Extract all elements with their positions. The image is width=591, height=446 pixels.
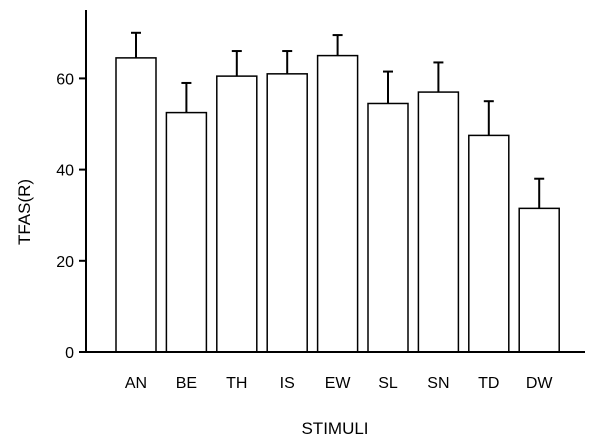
x-tick-label: BE: [176, 375, 197, 392]
y-tick-label: 20: [56, 254, 74, 271]
x-tick-label: SL: [378, 375, 398, 392]
x-tick-label: IS: [280, 375, 295, 392]
x-axis-title: STIMULI: [301, 419, 368, 438]
bar-sl: [367, 102, 409, 353]
y-tick-label: 0: [65, 345, 74, 362]
y-axis-title: TFAS(R): [15, 179, 34, 245]
x-tick-label: EW: [325, 375, 352, 392]
bar-is: [266, 73, 308, 353]
bar-be: [165, 111, 208, 353]
x-tick-labels-layer: AN BE TH IS EW SL SN TD DW: [125, 375, 554, 392]
x-tick-label: AN: [125, 375, 147, 392]
axes-layer: [85, 10, 585, 353]
x-tick-label: TH: [226, 375, 247, 392]
bar-an: [115, 57, 157, 353]
bar-dw: [518, 207, 560, 353]
bar-ew: [316, 54, 359, 353]
x-tick-label: TD: [478, 375, 499, 392]
x-tick-label: DW: [526, 375, 554, 392]
bar-sn: [417, 91, 460, 353]
bar-td: [468, 134, 510, 353]
bars-layer: [115, 54, 560, 353]
y-tick-label: 60: [56, 71, 74, 88]
y-ticks-layer: 0 20 40 60: [56, 71, 86, 362]
x-tick-label: SN: [427, 375, 449, 392]
y-tick-label: 40: [56, 163, 74, 180]
error-bars-layer: [131, 31, 545, 209]
bar-th: [216, 75, 258, 353]
